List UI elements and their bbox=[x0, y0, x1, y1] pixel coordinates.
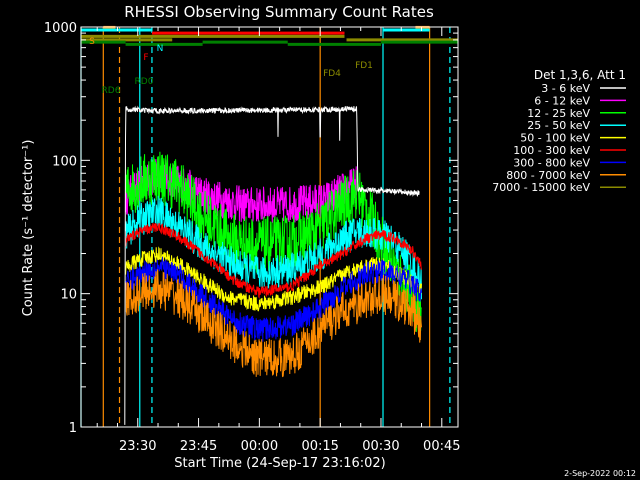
flag-label: N bbox=[157, 44, 164, 54]
legend-label: 100 - 300 keV bbox=[513, 144, 590, 157]
legend-label: 7000 - 15000 keV bbox=[492, 181, 590, 194]
axes-frame bbox=[80, 26, 459, 428]
legend-label: 12 - 25 keV bbox=[527, 107, 590, 120]
flag-label: S bbox=[89, 37, 95, 47]
y-tick-label: 10 bbox=[60, 288, 77, 303]
x-tick-label: 00:30 bbox=[362, 439, 399, 454]
legend-label: 800 - 7000 keV bbox=[506, 169, 590, 182]
plot-area: S NF FD1 FD4 RD0 RD6 1 10 100 1000 23:30 23:45 00:00… bbox=[44, 21, 626, 454]
series-line bbox=[125, 246, 422, 312]
legend-header: Det 1,3,6, Att 1 bbox=[534, 68, 626, 82]
series-line bbox=[125, 222, 422, 299]
flag-label: F bbox=[143, 53, 148, 63]
x-axis-label: Start Time (24-Sep-17 23:16:02) bbox=[174, 456, 385, 471]
y-axis-label: Count Rate (s⁻¹ detector⁻¹) bbox=[21, 140, 36, 317]
x-tick-label: 23:45 bbox=[180, 439, 217, 454]
flag-label: FD1 bbox=[355, 61, 373, 71]
series-line bbox=[125, 256, 422, 342]
x-tick-label: 00:15 bbox=[301, 439, 338, 454]
series-line bbox=[125, 195, 422, 300]
flag-label: RD0 bbox=[135, 77, 154, 87]
x-tick-label: 23:30 bbox=[119, 439, 156, 454]
flag-label: FD4 bbox=[323, 69, 341, 79]
y-tick-label: 1 bbox=[69, 421, 77, 436]
flag-label: RD6 bbox=[102, 86, 121, 96]
x-tick-label: 00:00 bbox=[241, 439, 278, 454]
series-line bbox=[125, 151, 422, 338]
series-line bbox=[125, 269, 422, 378]
y-tick-label: 100 bbox=[52, 154, 77, 169]
footer-date: 2-Sep-2022 00:12 bbox=[564, 469, 636, 478]
legend-label: 300 - 800 keV bbox=[513, 156, 590, 169]
legend-label: 25 - 50 keV bbox=[527, 119, 590, 132]
series-line bbox=[124, 105, 420, 425]
series-group bbox=[124, 105, 422, 425]
legend-label: 6 - 12 keV bbox=[534, 94, 590, 107]
y-tick-label: 1000 bbox=[44, 21, 77, 36]
legend-label: 3 - 6 keV bbox=[541, 82, 590, 95]
legend-label: 50 - 100 keV bbox=[520, 132, 590, 145]
chart-title: RHESSI Observing Summary Count Rates bbox=[124, 3, 434, 21]
x-tick-label: 00:45 bbox=[423, 439, 460, 454]
